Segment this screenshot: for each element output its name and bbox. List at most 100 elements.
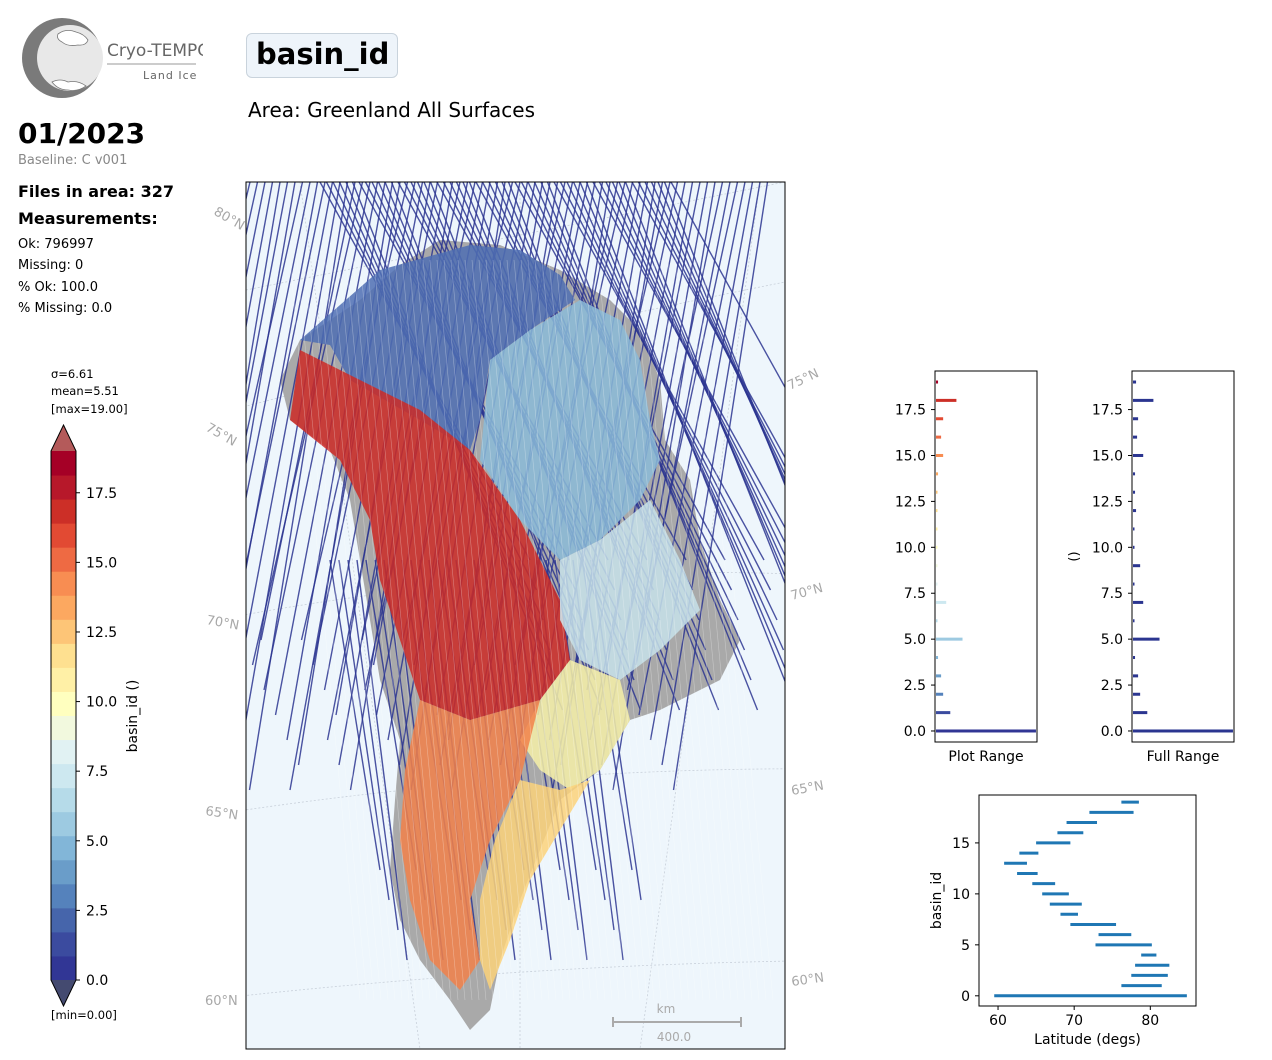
- full-range-hist-xlabel: Full Range: [1147, 749, 1220, 765]
- scale-unit: km: [657, 1002, 676, 1016]
- hatch-line: [408, 259, 480, 1001]
- hatch-line: [590, 259, 662, 1001]
- full-range-hist-bar: [1133, 509, 1137, 513]
- plot-range-hist-xlabel: Plot Range: [948, 749, 1023, 765]
- satellite-track: [246, 182, 274, 330]
- colorbar-segment: [51, 619, 76, 644]
- plot-range-hist-ytick-label: 7.5: [904, 586, 926, 602]
- map-layers: [120, 120, 830, 1049]
- plot-range-hist-frame: [934, 370, 1038, 743]
- lat-label-right: 65°N: [790, 778, 825, 798]
- satellite-track: [246, 182, 281, 389]
- lat-label-left: 70°N: [205, 613, 240, 633]
- hatch-line: [604, 259, 676, 1001]
- full-range-hist-bar: [1133, 545, 1135, 549]
- hatch-line: [485, 259, 557, 1001]
- hatch-line: [401, 259, 473, 1001]
- parameter-title-box: basin_id: [246, 33, 398, 78]
- plot-range-hist-bar: [936, 453, 944, 457]
- basin-south: [480, 780, 590, 990]
- full-range-hist-bar: [1133, 711, 1148, 715]
- full-range-hist-bar: [1133, 600, 1144, 604]
- colorbar-tick-label: 12.5: [86, 625, 117, 641]
- plot-range-hist-bar: [936, 619, 938, 623]
- full-range-hist-bar: [1133, 472, 1136, 476]
- cryo-tempo-logo: Cryo-TEMPO Land Ice: [22, 18, 203, 98]
- latitude-ytick-label: 5: [961, 938, 970, 954]
- hatch-line: [625, 259, 697, 1001]
- colorbar-segment: [51, 835, 76, 861]
- hatch-line: [429, 259, 501, 1001]
- hatch-line: [520, 259, 592, 1001]
- plot-range-hist-bar: [936, 600, 947, 604]
- satellite-track: [246, 182, 326, 569]
- hatch-line: [569, 259, 641, 1001]
- full-range-hist-bar: [1133, 380, 1137, 384]
- plot-range-hist-bar: [936, 380, 939, 384]
- hatch-line: [352, 259, 424, 1001]
- hatch-line: [597, 259, 669, 1001]
- hatch-line: [303, 259, 375, 1001]
- latitude-xlabel: Latitude (degs): [1034, 1032, 1141, 1048]
- colorbar-segment: [51, 859, 76, 885]
- hatch-line: [506, 259, 578, 1001]
- latitude-xtick-label: 70: [1065, 1013, 1083, 1029]
- full-range-hist-bar: [1133, 692, 1141, 696]
- satellite-track: [246, 182, 334, 642]
- full-range-hist-bar: [1133, 564, 1141, 568]
- full-range-hist-bar: [1133, 729, 1233, 733]
- hatch-line: [422, 259, 494, 1001]
- colorbar-segment: [51, 931, 76, 957]
- graticule-line: [120, 120, 830, 140]
- lat-label-left: 60°N: [205, 994, 238, 1009]
- hatch-line: [681, 259, 753, 1001]
- satellite-track: [347, 559, 399, 931]
- stat-ok: Ok: 796997: [18, 237, 94, 252]
- satellite-track: [356, 559, 408, 961]
- colorbar-segment: [51, 475, 76, 500]
- hatch-line: [310, 259, 382, 1001]
- side-charts: 0.0 2.5 5.0 7.5 10.0 12.5 15.0 17.5 Plot Range 0.…: [895, 370, 1235, 1048]
- lat-label-right: 75°N: [785, 366, 821, 393]
- plot-range-hist-ytick-label: 15.0: [895, 448, 926, 464]
- colorbar-min: [min=0.00]: [51, 1008, 117, 1022]
- colorbar-segment: [51, 715, 76, 741]
- plot-range-hist-bar: [936, 527, 938, 531]
- hatch-line: [471, 259, 543, 1001]
- hatch-line: [632, 259, 704, 1001]
- hatch-line: [660, 259, 732, 1001]
- plot-range-hist-bar: [936, 692, 944, 696]
- full-range-hist-ytick-label: 10.0: [1092, 540, 1123, 556]
- basin-east: [560, 500, 700, 680]
- hatch-line: [618, 259, 690, 1001]
- full-range-hist-ytick-label: 0.0: [1101, 724, 1123, 740]
- colorbar-tick-label: 17.5: [86, 486, 117, 502]
- satellite-track: [248, 182, 349, 791]
- full-range-hist-bar: [1133, 453, 1144, 457]
- colorbar-over-arrow: [51, 425, 76, 451]
- satellite-track: [624, 182, 785, 585]
- colorbar-tick-label: 0.0: [86, 973, 108, 989]
- full-range-hist-bar: [1133, 656, 1136, 660]
- colorbar-sigma: σ=6.61: [51, 367, 94, 381]
- measurements-heading: Measurements:: [18, 209, 158, 228]
- satellite-track: [246, 182, 296, 468]
- full-range-hist-ytick-label: 2.5: [1101, 678, 1123, 694]
- satellite-track: [670, 182, 785, 389]
- hatch-line: [450, 259, 522, 1001]
- full-range-hist-bar: [1133, 582, 1135, 586]
- hatch-line: [324, 259, 396, 1001]
- hatch-line: [667, 259, 739, 1001]
- hatch-line: [394, 259, 466, 1001]
- satellite-track: [246, 182, 266, 281]
- full-range-hist-bar: [1133, 417, 1139, 421]
- hatch-line: [296, 259, 368, 1001]
- hatch-line: [289, 259, 361, 1001]
- hatch-line: [380, 259, 452, 1001]
- plot-range-hist-bar: [936, 417, 944, 421]
- satellite-track: [672, 182, 769, 791]
- full-range-hist-bar: [1133, 490, 1136, 494]
- colorbar-under-arrow: [51, 980, 76, 1006]
- latitude-ytick-label: 15: [952, 836, 970, 852]
- hatch-line: [387, 259, 459, 1001]
